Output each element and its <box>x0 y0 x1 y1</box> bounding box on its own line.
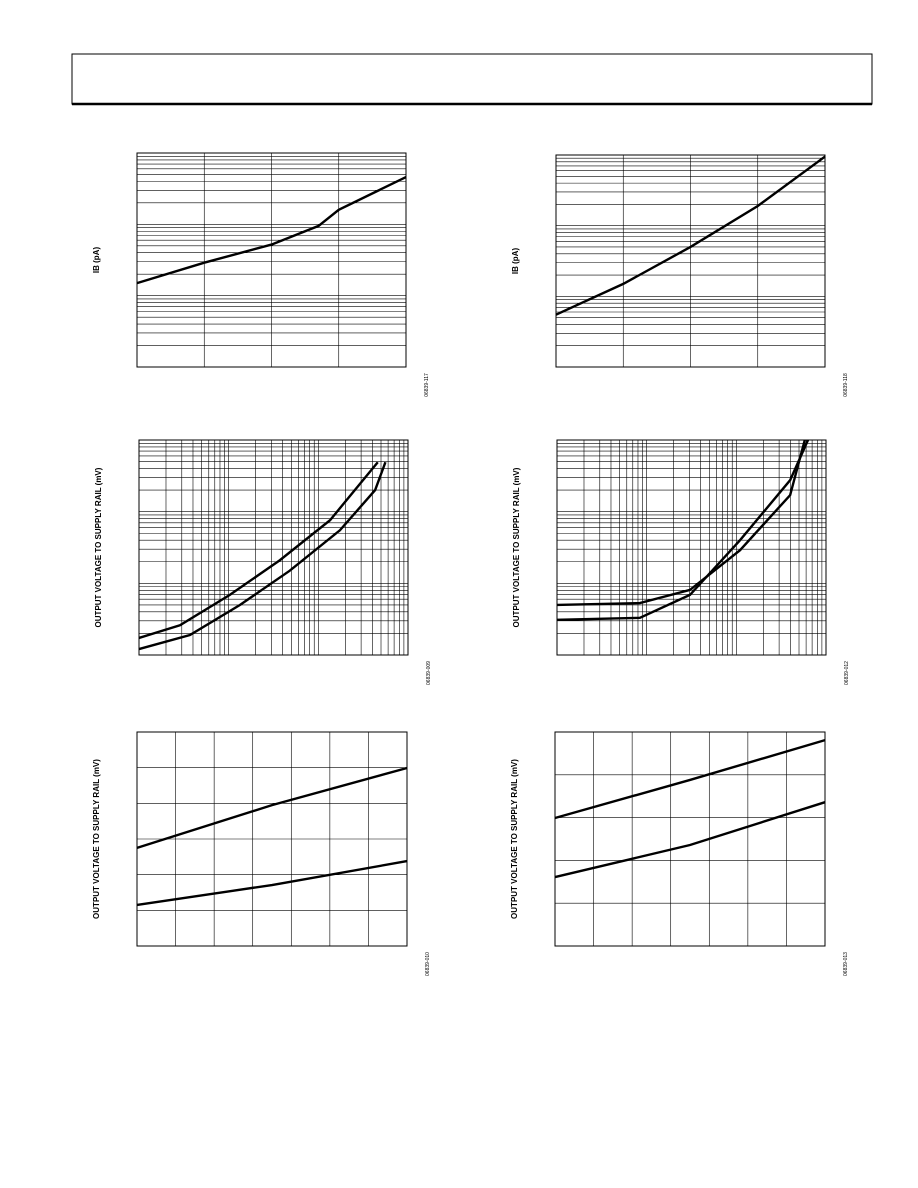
y-axis-label: OUTPUT VOLTAGE TO SUPPLY RAIL (mV) <box>512 467 521 627</box>
y-axis-label: IB (pA) <box>92 247 101 274</box>
y-axis-label: OUTPUT VOLTAGE TO SUPPLY RAIL (mV) <box>510 759 519 919</box>
chart: IB (pA) 06839-118 <box>511 154 849 397</box>
figure-id: 06839-117 <box>424 373 430 397</box>
chart: OUTPUT VOLTAGE TO SUPPLY RAIL (mV) 06839-… <box>94 439 432 685</box>
plot-frame <box>554 731 826 947</box>
chart: OUTPUT VOLTAGE TO SUPPLY RAIL (mV) 06839-… <box>510 731 849 976</box>
figure-id: 06839-012 <box>844 661 850 685</box>
curve <box>136 859 408 907</box>
figure-id: 06839-118 <box>843 373 849 397</box>
plot-frame <box>138 439 409 656</box>
chart: OUTPUT VOLTAGE TO SUPPLY RAIL (mV) 06839-… <box>92 731 431 976</box>
curve <box>136 175 407 285</box>
header-box <box>71 53 873 105</box>
y-axis-label: OUTPUT VOLTAGE TO SUPPLY RAIL (mV) <box>92 759 101 919</box>
curve <box>138 461 379 640</box>
curve <box>556 439 806 607</box>
curve <box>555 155 826 316</box>
y-axis-label: IB (pA) <box>511 248 520 275</box>
plot-frame <box>555 154 826 368</box>
plot-frame <box>136 731 408 947</box>
y-axis-label: OUTPUT VOLTAGE TO SUPPLY RAIL (mV) <box>94 467 103 627</box>
chart: OUTPUT VOLTAGE TO SUPPLY RAIL (mV) 06839-… <box>512 439 850 685</box>
curve <box>136 766 408 850</box>
figure-id: 06839-013 <box>843 952 849 976</box>
curve <box>556 439 810 621</box>
figure-id: 06839-010 <box>425 952 431 976</box>
plot-frame <box>556 439 827 656</box>
curve <box>554 738 826 820</box>
plot-frame <box>136 152 407 368</box>
figure-id: 06839-009 <box>426 661 432 685</box>
curve <box>138 461 387 651</box>
curve <box>554 801 826 879</box>
chart: IB (pA) 06839-117 <box>92 152 430 397</box>
